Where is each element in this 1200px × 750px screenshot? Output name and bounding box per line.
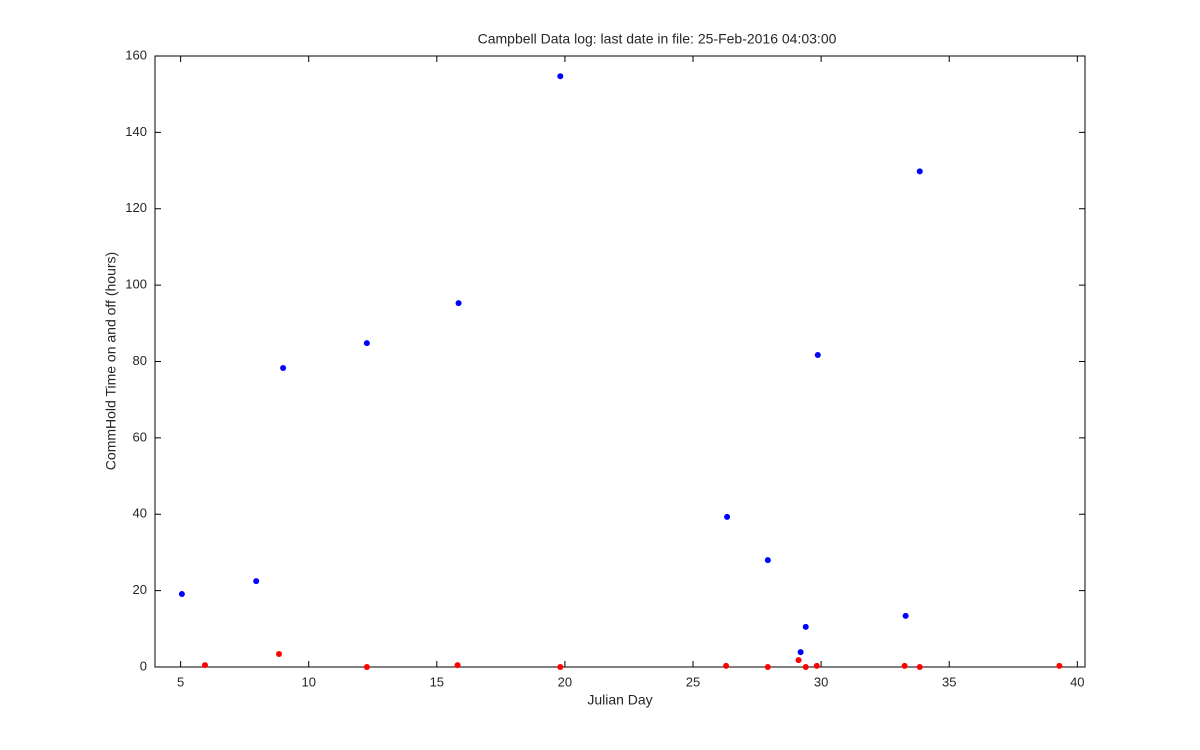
point	[802, 623, 809, 630]
y-tick-label: 160	[125, 47, 147, 62]
x-tick-label: 10	[301, 674, 315, 689]
point	[557, 664, 564, 670]
point	[280, 364, 287, 371]
point	[814, 352, 821, 359]
point	[557, 73, 564, 80]
point	[363, 664, 370, 670]
y-axis-label: CommHold Time on and off (hours)	[103, 252, 119, 470]
x-axis-label: Julian Day	[587, 692, 652, 708]
y-tick-label: 0	[140, 658, 147, 673]
x-tick-label: 5	[177, 674, 184, 689]
point	[454, 662, 461, 669]
y-tick-label: 120	[125, 200, 147, 215]
x-tick-label: 25	[686, 674, 700, 689]
x-tick-label: 40	[1070, 674, 1084, 689]
y-tick-label: 20	[133, 582, 147, 597]
point	[363, 340, 370, 347]
y-tick-label: 100	[125, 277, 147, 292]
y-tick-label: 140	[125, 124, 147, 139]
point	[795, 657, 802, 664]
point	[201, 662, 208, 669]
point	[723, 662, 730, 669]
point	[455, 300, 462, 307]
point	[901, 662, 908, 669]
point	[802, 664, 809, 670]
y-tick-label: 80	[133, 353, 147, 368]
point	[813, 662, 820, 669]
point	[724, 513, 731, 520]
x-tick-label: 20	[558, 674, 572, 689]
point	[764, 664, 771, 670]
chart-title: Campbell Data log: last date in file: 25…	[478, 31, 837, 47]
point	[797, 649, 804, 656]
x-tick-label: 30	[814, 674, 828, 689]
point	[1056, 662, 1063, 669]
point	[276, 651, 282, 658]
point	[178, 591, 185, 598]
point	[764, 557, 771, 564]
point	[916, 664, 923, 670]
point	[916, 168, 923, 175]
x-tick-label: 35	[942, 674, 956, 689]
point	[902, 612, 909, 619]
y-tick-label: 40	[133, 506, 147, 521]
y-tick-label: 60	[133, 429, 147, 444]
point	[253, 578, 260, 585]
x-tick-label: 15	[430, 674, 444, 689]
